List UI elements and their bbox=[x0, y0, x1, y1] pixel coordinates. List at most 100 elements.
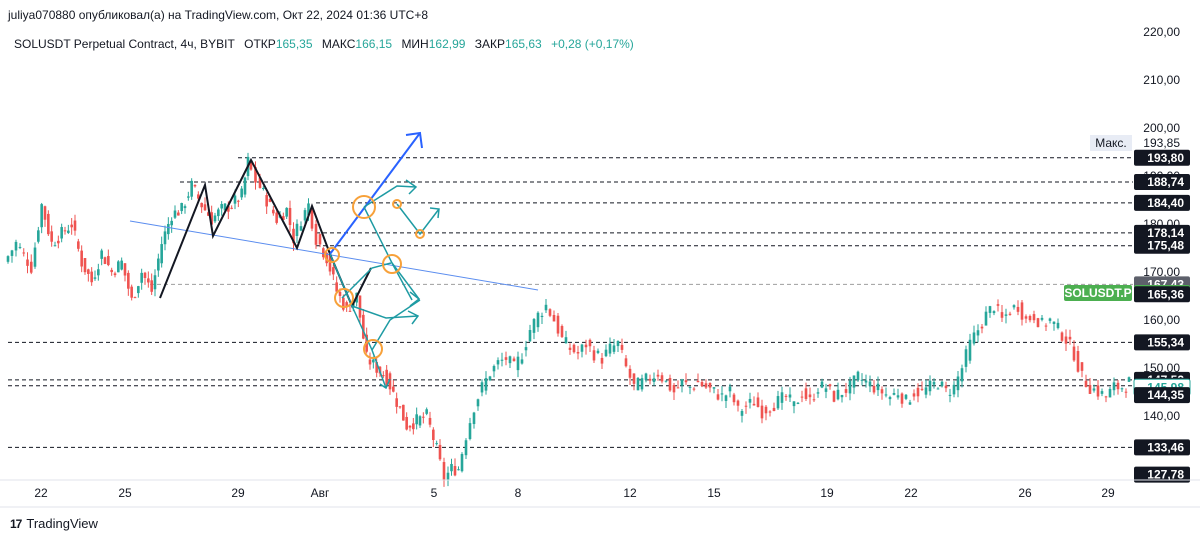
candle-body bbox=[73, 220, 77, 231]
candle-body bbox=[932, 381, 936, 385]
candle-body bbox=[213, 215, 217, 222]
candle-body bbox=[137, 286, 140, 294]
candle-body bbox=[1068, 336, 1072, 340]
candle-body bbox=[732, 394, 736, 403]
time-tick-label: 26 bbox=[1018, 486, 1032, 500]
candle-body bbox=[900, 393, 904, 404]
price-tags: 193,80188,74184,40178,14175,48167,43165,… bbox=[1064, 135, 1191, 483]
candle-body bbox=[780, 392, 784, 403]
candle-body bbox=[660, 375, 664, 382]
max-value: 193,85 bbox=[1143, 136, 1180, 150]
candle-body bbox=[852, 375, 856, 388]
candle-body bbox=[868, 381, 872, 387]
candle-body bbox=[648, 378, 652, 381]
candle-body bbox=[237, 200, 240, 202]
candle-body bbox=[143, 272, 147, 278]
price-tag-label: 178,14 bbox=[1147, 226, 1184, 240]
candle-body bbox=[840, 394, 844, 398]
candle-body bbox=[492, 366, 496, 372]
candle-body bbox=[177, 212, 180, 216]
candle-body bbox=[230, 207, 233, 209]
time-tick-label: 29 bbox=[1101, 486, 1115, 500]
candle-body bbox=[425, 409, 428, 414]
candle-body bbox=[332, 267, 335, 275]
blue-arrow[interactable] bbox=[329, 132, 421, 255]
candle-body bbox=[748, 398, 752, 403]
user-drawings[interactable] bbox=[129, 131, 539, 390]
candle-body bbox=[644, 373, 648, 380]
candle-body bbox=[307, 203, 310, 216]
candle-body bbox=[984, 311, 988, 326]
candle-body bbox=[776, 396, 780, 409]
candle-body bbox=[472, 412, 476, 425]
candle-body bbox=[18, 246, 22, 248]
candle-body bbox=[110, 269, 113, 273]
teal-arrow-web[interactable] bbox=[329, 179, 440, 390]
candle-body bbox=[460, 454, 464, 472]
candle-body bbox=[187, 196, 190, 198]
candle-body bbox=[1072, 346, 1076, 361]
candle-body bbox=[568, 347, 572, 350]
price-tag bbox=[1134, 387, 1190, 404]
candle-body bbox=[438, 444, 442, 460]
candle-body bbox=[210, 212, 213, 225]
candle-body bbox=[544, 304, 548, 311]
marker-circles[interactable] bbox=[324, 195, 425, 359]
candle-body bbox=[1088, 385, 1092, 394]
candle-body bbox=[608, 343, 612, 354]
candle-body bbox=[130, 286, 133, 298]
candle-body bbox=[1108, 388, 1112, 398]
candle-body bbox=[310, 207, 314, 229]
candle-body bbox=[1028, 316, 1032, 321]
candle-body bbox=[1000, 312, 1004, 318]
candle-body bbox=[262, 188, 265, 190]
candle-body bbox=[285, 207, 288, 217]
candle-body bbox=[1004, 314, 1008, 316]
tradingview-brand[interactable]: 17 TradingView bbox=[10, 516, 98, 531]
candle-body bbox=[1044, 325, 1048, 327]
candle-body bbox=[484, 378, 488, 391]
candle-body bbox=[163, 231, 167, 245]
candle-body bbox=[576, 352, 580, 354]
candle-body bbox=[724, 395, 728, 401]
candle-body bbox=[432, 429, 435, 441]
candle-body bbox=[836, 389, 840, 400]
candle-body bbox=[872, 385, 876, 393]
candle-body bbox=[372, 359, 375, 363]
candle-body bbox=[652, 378, 656, 382]
candle-body bbox=[792, 401, 796, 407]
candle-body bbox=[167, 223, 170, 235]
candle-body bbox=[692, 388, 696, 390]
candle-body bbox=[556, 315, 560, 334]
candle-body bbox=[812, 399, 816, 401]
candle-body bbox=[924, 387, 928, 395]
candle-body bbox=[1080, 362, 1084, 371]
candle-body bbox=[772, 407, 776, 412]
max-label: Макс. bbox=[1095, 136, 1127, 150]
high-label: МАКС bbox=[321, 37, 356, 51]
candle-body bbox=[299, 226, 303, 231]
candle-body bbox=[956, 376, 960, 391]
candle-body bbox=[10, 250, 14, 256]
time-axis[interactable]: 22 25 29 Авг 5 8 12 15 19 22 26 29 bbox=[0, 479, 1200, 508]
candle-body bbox=[197, 194, 200, 199]
candle-body bbox=[1056, 322, 1060, 329]
candle-body bbox=[596, 350, 600, 353]
symbol-title[interactable]: SOLUSDT Perpetual Contract, 4ч, BYBIT bbox=[14, 37, 235, 51]
candle-body bbox=[453, 466, 457, 476]
candle-body bbox=[980, 326, 984, 329]
time-tick-label: Авг bbox=[311, 486, 330, 500]
candlestick-series bbox=[6, 152, 1131, 487]
price-tag-label: 184,40 bbox=[1147, 196, 1184, 210]
candle-body bbox=[292, 228, 295, 244]
candle-body bbox=[60, 227, 63, 239]
candle-body bbox=[43, 206, 47, 220]
candle-body bbox=[40, 204, 43, 228]
candle-body bbox=[412, 423, 415, 430]
candle-body bbox=[275, 212, 278, 223]
candle-body bbox=[912, 393, 916, 397]
candle-body bbox=[684, 380, 688, 383]
trend-line[interactable] bbox=[129, 220, 539, 291]
candle-body bbox=[832, 391, 836, 402]
